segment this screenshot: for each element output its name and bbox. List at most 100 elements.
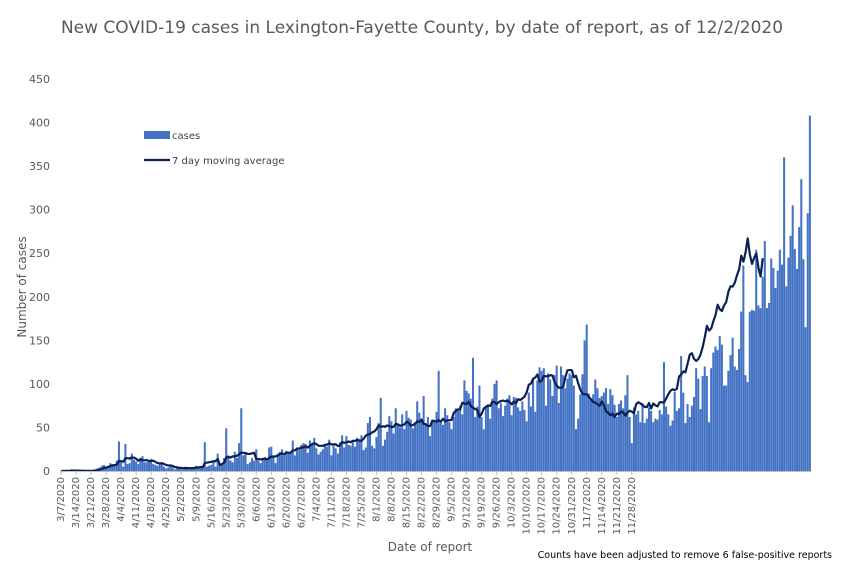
bar (452, 416, 455, 471)
bar (326, 446, 329, 471)
bar (761, 276, 764, 471)
x-tick-label: 8/15/2020 (402, 477, 413, 528)
bar (587, 393, 590, 471)
bar (495, 380, 498, 471)
bar (319, 451, 322, 471)
x-axis-label: Date of report (387, 540, 473, 554)
bar (549, 379, 552, 471)
bar (235, 457, 238, 471)
bar (225, 428, 228, 471)
bar (338, 442, 341, 471)
bar (188, 469, 191, 471)
bar (626, 375, 629, 471)
bar (624, 395, 627, 471)
bar (615, 416, 618, 471)
bar (613, 404, 616, 471)
bar (261, 458, 264, 471)
x-tick-label: 5/9/2020 (191, 477, 202, 522)
bar (426, 416, 429, 471)
bar (459, 405, 462, 471)
bar (658, 410, 661, 471)
bar (392, 433, 395, 471)
bar (598, 397, 601, 471)
bar (536, 380, 539, 471)
bar (169, 465, 172, 471)
bar (742, 265, 745, 471)
bar (489, 418, 492, 471)
bar (424, 423, 427, 471)
bar (508, 395, 511, 471)
bar (371, 445, 374, 471)
bar (341, 435, 344, 471)
bar (673, 391, 676, 471)
bar (705, 376, 708, 471)
x-tick-labels: 3/7/2020 3/14/2020 3/21/2020 3/28/2020 4/4/2… (56, 471, 638, 535)
bar (710, 368, 713, 471)
bar (675, 410, 678, 471)
bar (418, 412, 421, 471)
x-tick-label: 11/7/2020 (582, 477, 593, 528)
bar (203, 442, 206, 471)
bar (787, 257, 790, 471)
bar (793, 248, 796, 471)
bar (759, 308, 762, 471)
bar (302, 443, 305, 471)
bar (506, 398, 509, 471)
x-tick-label: 7/11/2020 (326, 477, 337, 528)
bar (532, 378, 535, 471)
bar (289, 452, 292, 471)
bar (238, 443, 241, 471)
bar (795, 268, 799, 471)
bar (630, 443, 633, 471)
bar (772, 268, 775, 471)
bar (240, 408, 243, 471)
bar (448, 422, 451, 471)
bar (564, 388, 567, 471)
bar (390, 421, 393, 471)
bar (491, 398, 494, 471)
bar (115, 460, 118, 471)
x-tick-label: 5/2/2020 (176, 477, 187, 522)
bar (478, 385, 481, 471)
x-tick-label: 6/27/2020 (296, 477, 307, 528)
bar (220, 464, 223, 471)
bar (244, 453, 247, 471)
bar (471, 357, 475, 471)
bar (461, 414, 464, 471)
bar (529, 406, 532, 471)
x-tick-label: 9/19/2020 (477, 477, 488, 528)
y-tick-label: 150 (29, 334, 50, 347)
y-tick-labels: 0 50 100 150 200 250 300 350 400 450 (29, 73, 50, 478)
bar (499, 403, 502, 471)
bar (270, 446, 273, 471)
bar (800, 179, 803, 471)
bar (135, 461, 138, 471)
bar (343, 447, 346, 471)
bar (227, 455, 230, 471)
bar (469, 398, 472, 471)
bar (336, 453, 339, 471)
bar (126, 464, 129, 471)
bar (117, 441, 120, 471)
bar (686, 403, 689, 471)
x-tick-label: 8/1/2020 (371, 477, 382, 522)
bar (680, 356, 683, 471)
bar (291, 440, 294, 471)
bar (132, 459, 135, 471)
bar (723, 385, 726, 471)
bar (757, 305, 760, 471)
bar (229, 460, 232, 471)
bar (435, 411, 438, 471)
x-tick-label: 9/12/2020 (462, 477, 473, 528)
bar (596, 388, 599, 471)
bar (218, 465, 221, 471)
bar (259, 463, 262, 471)
bar (156, 465, 159, 471)
bar (467, 393, 470, 471)
bar (774, 288, 777, 471)
bar (690, 405, 693, 471)
bar (248, 462, 251, 471)
bar (349, 445, 352, 471)
bar (377, 423, 380, 471)
legend-label-cases: cases (172, 131, 200, 142)
